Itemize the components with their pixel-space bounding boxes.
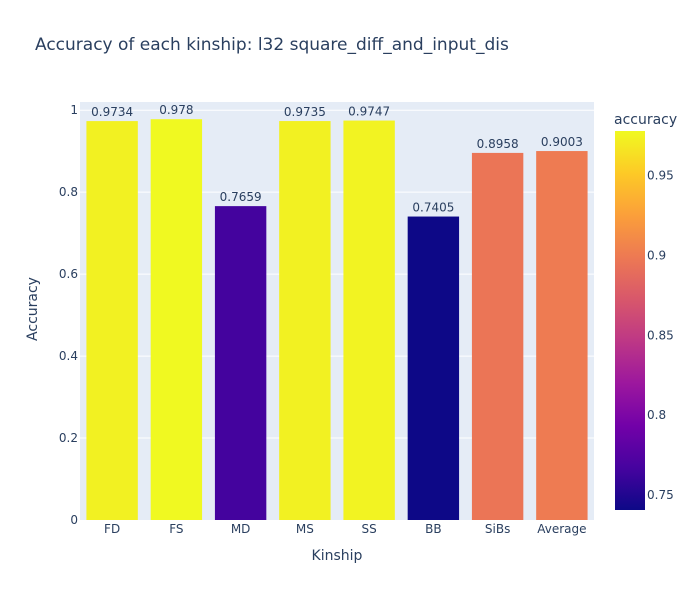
bar-value-labels: 0.9734 0.978 0.7659 0.9735 0.9747 0.7405 0.895… [91, 103, 583, 214]
colorbar-tick-label: 0.85 [647, 328, 674, 342]
bar-bb[interactable] [407, 216, 460, 520]
x-tick-label: MD [231, 522, 251, 536]
x-tick-labels: FD FS MD MS SS BB SiBs Average [104, 522, 586, 536]
colorbar-tick-labels: 0.75 0.8 0.85 0.9 0.95 [647, 169, 674, 502]
bar-fd[interactable] [86, 121, 138, 520]
y-tick-label: 0.8 [59, 185, 78, 199]
x-axis-title: Kinship [312, 548, 363, 564]
colorbar-tick-label: 0.9 [647, 248, 666, 262]
y-tick-labels: 0 0.2 0.4 0.6 0.8 1 [59, 103, 78, 527]
bar-value-label: 0.978 [159, 103, 193, 117]
x-tick-label: FD [104, 522, 120, 536]
x-tick-label: MS [296, 522, 314, 536]
x-tick-label: Average [537, 522, 586, 536]
y-tick-label: 1 [70, 103, 78, 117]
y-tick-label: 0.2 [59, 431, 78, 445]
bar-md[interactable] [214, 206, 267, 521]
y-tick-label: 0 [70, 513, 78, 527]
x-tick-label: FS [169, 522, 183, 536]
bar-value-label: 0.9003 [541, 135, 583, 149]
bar-value-label: 0.9747 [348, 105, 390, 119]
bar-value-label: 0.7659 [220, 190, 262, 204]
bar-average[interactable] [536, 151, 588, 520]
bars [86, 119, 588, 521]
colorbar [615, 131, 645, 510]
bar-ms[interactable] [279, 121, 331, 521]
bar-value-label: 0.8958 [477, 137, 519, 151]
y-tick-label: 0.6 [59, 267, 78, 281]
y-tick-label: 0.4 [59, 349, 78, 363]
bar-value-label: 0.7405 [412, 201, 454, 215]
colorbar-tick-label: 0.8 [647, 408, 666, 422]
x-tick-label: BB [425, 522, 441, 536]
chart-title: Accuracy of each kinship: l32 square_dif… [35, 35, 509, 55]
bar-value-label: 0.9735 [284, 105, 326, 119]
x-tick-label: SS [362, 522, 377, 536]
bar-sibs[interactable] [471, 152, 524, 520]
x-tick-label: SiBs [485, 522, 510, 536]
bar-ss[interactable] [343, 120, 395, 520]
colorbar-tick-label: 0.95 [647, 169, 674, 183]
bar-fs[interactable] [150, 119, 203, 520]
colorbar-title: accuracy [614, 112, 677, 128]
y-axis-title: Accuracy [25, 277, 41, 341]
colorbar-tick-label: 0.75 [647, 488, 674, 502]
bar-value-label: 0.9734 [91, 105, 133, 119]
